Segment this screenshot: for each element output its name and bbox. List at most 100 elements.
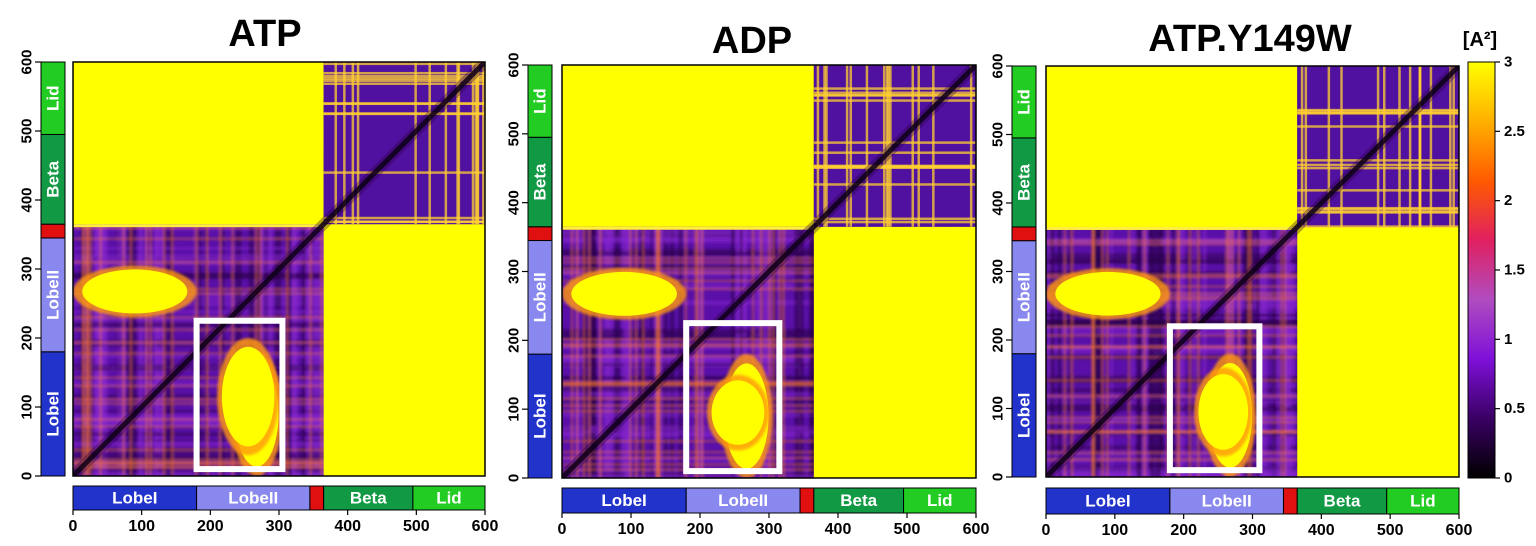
y-tick-label: 200 — [990, 327, 1007, 352]
domain-bar-horizontal: LobeI LobeII Beta Lid — [561, 487, 977, 514]
beta-lid-line — [865, 65, 869, 227]
texture-column — [291, 62, 296, 476]
domain-segment-vertical — [527, 353, 553, 479]
domain-label: Beta — [44, 160, 63, 197]
domain-segment-vertical — [40, 237, 66, 353]
y-axis: 0 100 200 300 400 500 600 — [990, 53, 1012, 481]
beta-lid-line — [457, 62, 461, 225]
beta-lid-line — [823, 65, 826, 227]
beta-lid-line — [323, 171, 485, 174]
texture-highlight — [1238, 226, 1240, 477]
texture-column — [199, 62, 203, 476]
heatmap-block — [711, 380, 765, 445]
domain-segment-horizontal — [1282, 487, 1298, 515]
domain-segment-horizontal — [1169, 487, 1284, 515]
beta-lid-line — [1327, 66, 1331, 227]
texture-column — [259, 62, 266, 476]
domain-bar-horizontal: LobeI LobeII Beta Lid — [72, 485, 486, 511]
domain-segment-vertical — [1011, 226, 1037, 242]
plot-frame — [72, 61, 486, 477]
diagonal-line — [73, 62, 485, 476]
texture-column — [221, 62, 225, 476]
domain-segment-horizontal — [196, 485, 311, 511]
heatmap-block — [1055, 271, 1161, 316]
texture-column — [1049, 66, 1055, 477]
texture-highlight — [130, 224, 132, 476]
texture-highlight — [571, 226, 573, 478]
texture-column — [583, 65, 589, 478]
beta-lid-line — [1297, 108, 1459, 112]
beta-lid-line — [813, 220, 976, 224]
colorbar-unit: [A²] — [1463, 29, 1497, 51]
beta-lid-line — [813, 164, 976, 168]
x-tick-label: 400 — [1308, 522, 1335, 539]
beta-lid-line — [482, 62, 485, 225]
texture-column — [1057, 66, 1062, 477]
x-tick-label: 0 — [69, 518, 78, 535]
texture-highlight — [1228, 226, 1230, 477]
texture-column — [763, 65, 767, 478]
highlight-box — [683, 320, 783, 475]
highlight-box — [193, 317, 286, 473]
texture-column — [305, 62, 308, 476]
domain-label: LobeI — [601, 491, 646, 510]
x-tick-label: 500 — [403, 518, 430, 535]
domain-segment-horizontal — [72, 485, 198, 511]
beta-lid-line — [323, 71, 485, 75]
texture-highlight — [99, 224, 102, 476]
heatmap-block — [1046, 66, 1298, 227]
block-edge — [1046, 226, 1298, 230]
beta-lid-line — [813, 217, 976, 221]
colorbar-tick-label: 3 — [1504, 54, 1512, 71]
x-tick-label: 300 — [266, 518, 293, 535]
texture-highlight — [163, 224, 165, 476]
heatmap-block — [813, 226, 976, 478]
x-tick-label: 0 — [558, 521, 567, 538]
beta-lid-line — [849, 65, 853, 227]
x-tick-label: 600 — [1446, 522, 1473, 539]
y-tick-label: 300 — [506, 259, 523, 284]
beta-lid-line — [323, 220, 485, 224]
texture-column — [1155, 66, 1161, 477]
colorbar: [A²] 3 2.5 2 1.5 1 0.5 0 — [1463, 29, 1525, 487]
texture-highlight — [320, 224, 323, 476]
texture-highlight — [696, 226, 699, 478]
domain-segment-horizontal — [323, 485, 414, 511]
texture-column — [268, 62, 273, 476]
diagonal-line — [562, 65, 976, 478]
texture-highlight — [1046, 285, 1298, 288]
y-tick-label: 500 — [506, 121, 523, 146]
heatmap-block — [73, 62, 324, 225]
beta-lid-line — [1297, 125, 1459, 128]
diagonal-line — [1046, 66, 1459, 477]
domain-segment-vertical — [40, 223, 66, 239]
highlight-box — [1166, 323, 1263, 474]
texture-row — [73, 343, 485, 348]
y-tick-label: 400 — [19, 187, 36, 212]
domain-bar-horizontal: LobeI LobeII Beta Lid — [1045, 487, 1460, 515]
y-tick-label: 600 — [19, 49, 36, 74]
beta-lid-line — [1429, 66, 1433, 227]
texture-highlight — [1177, 226, 1179, 477]
domain-label: Beta — [350, 489, 387, 508]
y-tick-label: 600 — [506, 52, 523, 77]
domain-segment-vertical — [1011, 353, 1037, 478]
domain-segment-horizontal — [1386, 487, 1460, 515]
texture-column — [1153, 66, 1157, 477]
plot-frame — [561, 64, 977, 479]
beta-lid-line — [1300, 66, 1304, 227]
texture-row — [73, 257, 485, 262]
beta-lid-line — [323, 102, 485, 106]
beta-lid-line — [323, 62, 485, 66]
beta-lid-line — [969, 65, 973, 227]
texture-column — [661, 65, 664, 478]
domain-label: LobeII — [1015, 272, 1034, 322]
domain-segment-horizontal — [799, 487, 815, 514]
texture-column — [589, 65, 595, 478]
beta-lid-line — [889, 65, 892, 227]
texture-column — [255, 62, 261, 476]
beta-lid-line — [1408, 66, 1412, 227]
beta-lid-line — [323, 74, 485, 78]
x-tick-label: 500 — [894, 521, 921, 538]
